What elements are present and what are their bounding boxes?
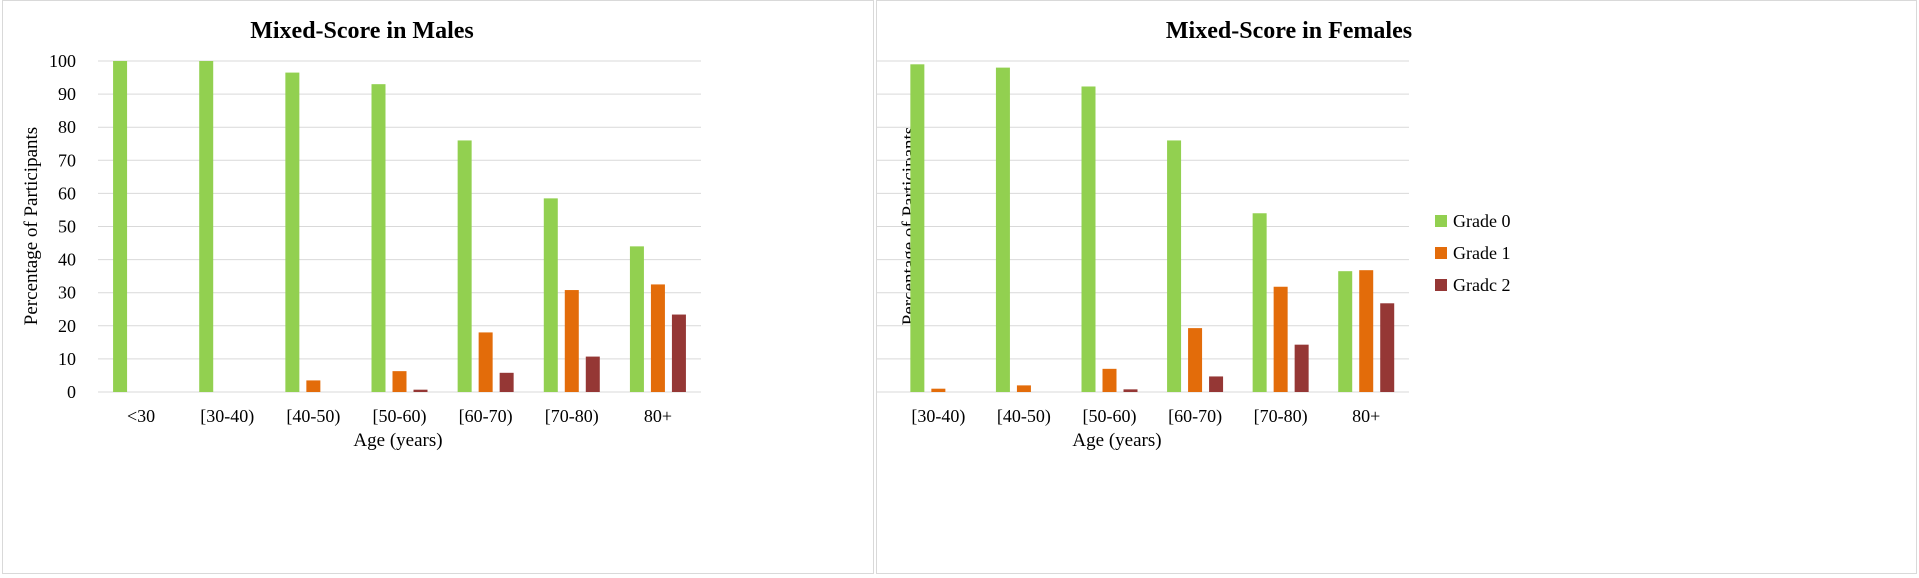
legend-label: Gradc 2 (1453, 275, 1510, 295)
legend-swatch (1435, 247, 1447, 259)
bar-grade-1 (1359, 270, 1374, 392)
y-tick-label: 90 (58, 84, 76, 104)
bar-grade-1 (564, 290, 579, 392)
bar-grade-2 (585, 356, 600, 392)
bar-grade-2 (413, 389, 428, 392)
x-tick-label: [60-70) (459, 406, 513, 427)
bar-grade-1 (392, 371, 407, 392)
x-tick-label: 80+ (1352, 406, 1380, 426)
chart-males: Mixed-Score in Males Percentage of Parti… (21, 18, 701, 451)
legend-swatch (1435, 279, 1447, 291)
chart-panel-males: Mixed-Score in Males Percentage of Parti… (2, 0, 874, 574)
y-tick-label: 10 (58, 349, 76, 369)
bar-grade-0 (285, 72, 300, 393)
bar-grade-0 (371, 84, 386, 393)
y-tick-label: 20 (58, 316, 76, 336)
bar-grade-1 (306, 380, 321, 392)
y-tick-label: 70 (58, 150, 76, 170)
bar-grade-1 (478, 332, 493, 392)
bar-grade-1 (1273, 286, 1288, 392)
x-tick-label: [40-50) (997, 406, 1051, 427)
x-tick-label: 80+ (644, 406, 672, 426)
x-tick-label: [70-80) (1254, 406, 1308, 427)
y-tick-label: 60 (58, 183, 76, 203)
y-tick-label: 100 (49, 51, 76, 71)
y-axis-label: Percentage of Participants (21, 127, 42, 325)
bar-grade-0 (1167, 140, 1182, 392)
x-tick-label: [60-70) (1168, 406, 1222, 427)
chart-title: Mixed-Score in Males (250, 18, 474, 44)
bar-grade-1 (1016, 385, 1031, 392)
bar-grade-0 (113, 61, 128, 392)
x-tick-label: [30-40) (911, 406, 965, 427)
y-tick-label: 40 (58, 250, 76, 270)
bar-gradc-2 (1380, 303, 1395, 392)
x-axis-label: Age (years) (1072, 430, 1161, 451)
bar-grade-2 (499, 372, 514, 392)
legend: Grade 0 Grade 1 Gradc 2 (1435, 211, 1510, 295)
bar-grade-1 (650, 284, 665, 392)
x-axis-label: Age (years) (353, 430, 442, 451)
bar-grade-2 (671, 314, 686, 392)
chart-title: Mixed-Score in Females (1166, 18, 1412, 44)
bar-grade-0 (543, 198, 558, 392)
x-tick-label: [30-40) (200, 406, 254, 427)
bar-grade-0 (199, 61, 214, 392)
bar-grade-0 (910, 64, 925, 392)
bar-grade-1 (1188, 328, 1203, 392)
bar-grade-0 (1252, 213, 1267, 392)
bar-grade-1 (931, 388, 946, 392)
chart-panel-females: Mixed-Score in Females Percentage of Par… (876, 0, 1917, 574)
chart-females: Mixed-Score in Females Percentage of Par… (877, 18, 1510, 451)
bar-grade-0 (457, 140, 472, 392)
bar-grade-0 (1081, 86, 1096, 392)
x-tick-label: [70-80) (545, 406, 599, 427)
bar-grade-0 (629, 246, 644, 392)
y-tick-label: 30 (58, 283, 76, 303)
y-tick-label: 80 (58, 117, 76, 137)
x-tick-label: [40-50) (286, 406, 340, 427)
bar-grade-1 (1102, 368, 1117, 392)
legend-label: Grade 0 (1453, 211, 1510, 231)
legend-label: Grade 1 (1453, 243, 1510, 263)
x-tick-label: [50-60) (373, 406, 427, 427)
x-tick-label: [50-60) (1083, 406, 1137, 427)
bar-gradc-2 (1294, 344, 1309, 392)
bar-gradc-2 (1209, 376, 1224, 392)
bar-grade-0 (995, 67, 1010, 393)
x-tick-label: <30 (127, 406, 155, 426)
y-tick-label: 50 (58, 217, 76, 237)
bar-grade-0 (1338, 271, 1353, 392)
bar-gradc-2 (1123, 389, 1138, 392)
y-tick-label: 0 (67, 382, 76, 402)
legend-swatch (1435, 215, 1447, 227)
